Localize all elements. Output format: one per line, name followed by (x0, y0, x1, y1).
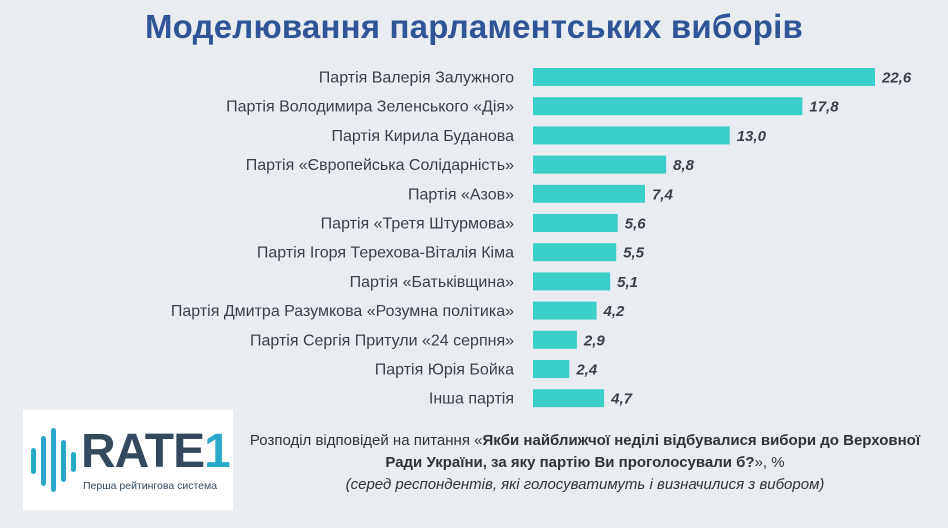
note-prefix: Розподіл відповідей на питання « (249, 432, 483, 449)
bar (533, 272, 611, 291)
value-label: 5,1 (617, 274, 638, 291)
question-note: Розподіл відповідей на питання «Якби най… (240, 430, 930, 496)
category-label: Партія «Азов» (408, 186, 514, 203)
logo-bars-icon (31, 428, 76, 492)
bar (533, 301, 597, 320)
bar (533, 330, 577, 349)
bar (533, 184, 645, 203)
category-label: Партія Ігоря Терехова-Віталія Кіма (257, 245, 514, 262)
bar (533, 360, 570, 378)
category-label: Партія Володимира Зеленського «Дія» (226, 99, 514, 116)
rate1-logo: RATE1 Перша рейтингова система (23, 410, 233, 510)
value-label: 7,4 (652, 186, 674, 203)
value-label: 4,2 (603, 303, 626, 320)
value-label: 5,6 (625, 216, 647, 233)
value-label: 2,4 (575, 362, 598, 379)
category-label: Партія «Європейська Солідарність» (246, 157, 514, 174)
note-question: Якби найближчої неділі відбувалися вибор… (385, 432, 921, 471)
note-subnote: (серед респондентів, які голосуватимуть … (345, 476, 825, 493)
logo-name: RATE (81, 425, 205, 478)
value-label: 5,5 (623, 245, 645, 262)
value-label: 13,0 (737, 128, 767, 145)
value-label: 17,8 (809, 99, 839, 116)
bar (533, 126, 730, 145)
bar (533, 389, 605, 408)
category-label: Партія Валерія Залужного (319, 70, 514, 87)
category-label: Партія Юрія Бойка (375, 362, 514, 379)
category-label: Партія «Батьківщина» (350, 274, 514, 291)
category-label: Партія «Третя Штурмова» (321, 216, 514, 233)
value-label: 8,8 (673, 157, 695, 174)
logo-number: 1 (204, 425, 231, 478)
bar (533, 97, 803, 116)
value-label: 22,6 (881, 70, 912, 87)
note-suffix: », % (754, 454, 785, 471)
bar (533, 155, 667, 174)
category-label: Партія Сергія Притули «24 серпня» (250, 332, 514, 349)
bar (533, 68, 875, 86)
category-label: Інша партія (429, 391, 514, 408)
value-label: 2,9 (583, 332, 606, 349)
chart-title: Моделювання парламентських виборів (144, 8, 803, 45)
bar (533, 243, 617, 262)
value-label: 4,7 (610, 391, 633, 408)
bar (533, 214, 618, 232)
bar-chart: Партія Валерія Залужного 22,6 Партія Волод… (171, 68, 912, 408)
category-label: Партія Кирила Буданова (331, 128, 514, 145)
logo-tagline: Перша рейтингова система (83, 480, 218, 492)
logo-wordmark: RATE1 (81, 424, 231, 479)
category-label: Партія Дмитра Разумкова «Розумна політик… (171, 303, 514, 320)
